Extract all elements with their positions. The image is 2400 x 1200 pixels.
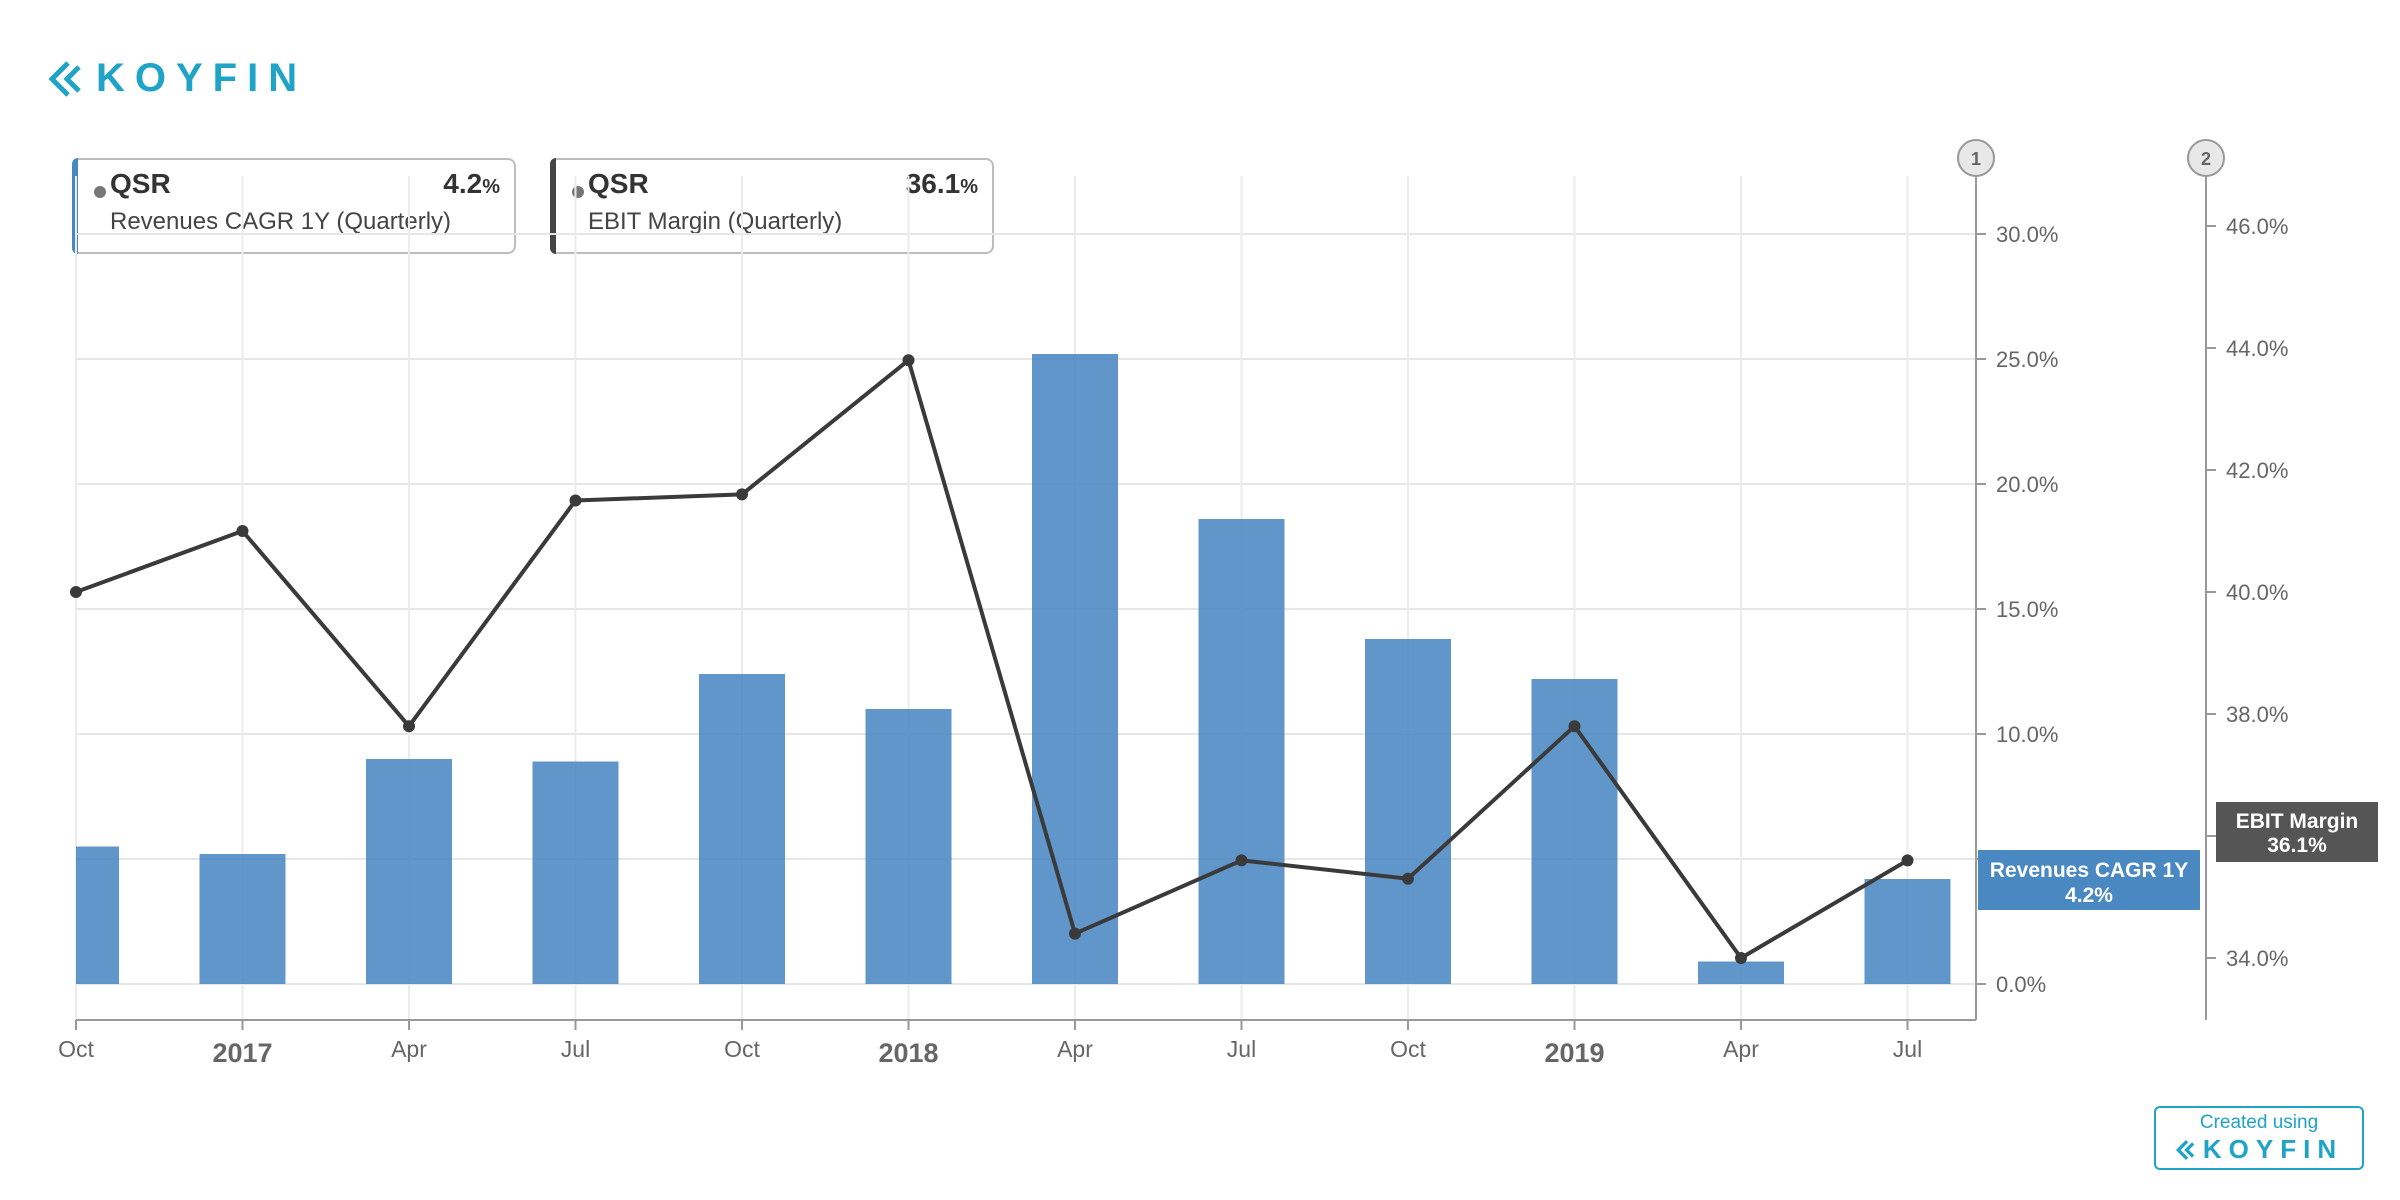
legend-accent-ebit [550, 158, 556, 254]
current-value-label-ebit-name: EBIT Margin [2236, 810, 2359, 833]
created-using-badge[interactable]: Created using KOYFIN [2154, 1106, 2364, 1170]
x-axis-label: Jul [1893, 1036, 1922, 1062]
legend-value: 4.2% [443, 168, 500, 199]
line-point-ebit-margin [1069, 927, 1081, 940]
line-point-ebit-margin [1568, 720, 1581, 733]
bar-revenues-cagr [1864, 879, 1951, 984]
credit-logo-text: KOYFIN [2202, 1134, 2344, 1164]
current-value-label-revenues [1978, 850, 2200, 910]
line-point-ebit-margin [1235, 854, 1248, 867]
y1-tick-label: 20.0% [1996, 472, 2058, 497]
axis-badge-label: 1 [1971, 149, 1981, 169]
x-axis-label: Oct [58, 1036, 94, 1062]
bar-revenues-cagr [532, 761, 619, 984]
legend-ticker: QSR [110, 168, 171, 199]
y2-tick-label: 38.0% [2226, 702, 2288, 727]
bar-revenues-cagr [1032, 354, 1118, 984]
bar-revenues-cagr [76, 846, 119, 984]
line-point-ebit-margin [70, 586, 82, 598]
koyfin-logo[interactable]: KOYFIN [46, 56, 307, 101]
axis-badge-label: 2 [2201, 149, 2211, 169]
x-axis-label: Apr [1057, 1036, 1093, 1062]
logo-text: KOYFIN [96, 56, 308, 100]
x-axis-label: Apr [391, 1036, 427, 1062]
y2-tick-label: 46.0% [2226, 214, 2288, 239]
current-value-label-revenues-name: Revenues CAGR 1Y [1990, 859, 2188, 882]
line-ebit-margin [75, 358, 1909, 960]
y2-tick-label: 34.0% [2226, 946, 2288, 971]
legend-dot [94, 186, 106, 198]
bar-revenues-cagr [699, 674, 785, 984]
bar-revenues-cagr [865, 709, 952, 984]
x-axis-label: Jul [1227, 1036, 1256, 1062]
legend-revenues[interactable]: QSR 4.2% Revenues CAGR 1Y (Quarterly) [72, 158, 516, 254]
y2-tick-label: 42.0% [2226, 458, 2288, 483]
bar-revenues-cagr [1365, 639, 1451, 984]
line-point-ebit-margin [736, 488, 748, 501]
line-point-ebit-margin [902, 354, 915, 367]
x-axis-label: 2018 [878, 1038, 938, 1068]
x-axis-label: 2017 [212, 1038, 272, 1068]
y1-tick-label: 30.0% [1996, 222, 2058, 247]
legend-value: 36.1% [905, 168, 978, 199]
line-point-ebit-margin [236, 525, 249, 537]
current-value-label-revenues-value: 4.2% [2065, 884, 2113, 907]
legend-ticker: QSR [588, 168, 649, 199]
y1-tick-label: 25.0% [1996, 347, 2058, 372]
x-axis-label: Apr [1723, 1036, 1759, 1062]
line-point-ebit-margin [1402, 872, 1414, 885]
bar-revenues-cagr [199, 854, 286, 984]
koyfin-chevron-icon [48, 60, 81, 97]
current-value-label-ebit-value: 36.1% [2267, 834, 2327, 857]
bar-revenues-cagr [1698, 961, 1784, 984]
y2-tick-label: 40.0% [2226, 580, 2288, 605]
x-axis-label: Jul [561, 1036, 590, 1062]
line-point-ebit-margin [1901, 854, 1914, 867]
line-point-ebit-margin [1735, 952, 1747, 964]
y1-tick-label: 10.0% [1996, 722, 2058, 747]
x-axis-label: Oct [1390, 1036, 1426, 1062]
y1-tick-label: 15.0% [1996, 597, 2058, 622]
legend-metric: EBIT Margin (Quarterly) [588, 208, 843, 235]
y1-tick-label: 0.0% [1996, 972, 2046, 997]
bar-revenues-cagr [366, 759, 452, 984]
x-axis-label: Oct [724, 1036, 760, 1062]
koyfin-chevron-icon [2175, 1139, 2195, 1160]
x-axis-label: 2019 [1544, 1038, 1604, 1068]
axis-badge [1957, 139, 1995, 177]
line-point-ebit-margin [569, 494, 582, 507]
line-point-ebit-margin [403, 720, 415, 733]
created-using-text: Created using [2199, 1112, 2319, 1133]
y2-tick-label: 44.0% [2226, 336, 2288, 361]
bar-revenues-cagr [1198, 519, 1285, 984]
current-value-label-ebit [2216, 802, 2378, 862]
axis-badge [2187, 139, 2225, 177]
legend-metric: Revenues CAGR 1Y (Quarterly) [110, 208, 452, 235]
legend-ebit[interactable]: QSR 36.1% EBIT Margin (Quarterly) [550, 158, 994, 254]
